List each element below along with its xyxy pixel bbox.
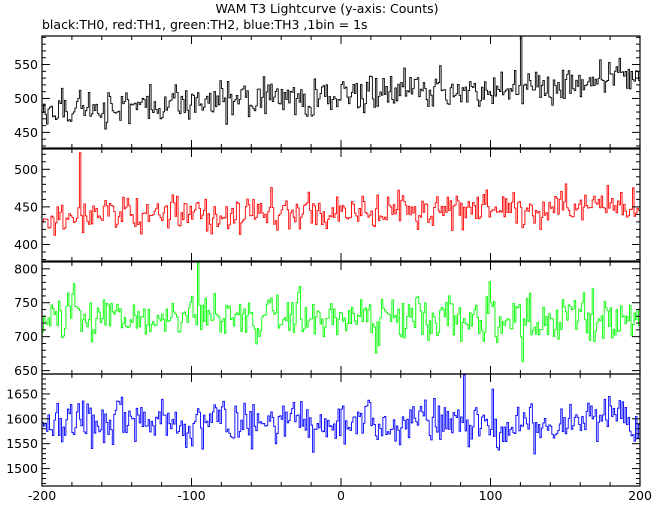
y-tick-label: 550 [14, 57, 38, 72]
panel-th0: 450 500 550 [14, 35, 641, 149]
series-line-th3 [42, 374, 640, 455]
x-tick-label: -200 [28, 488, 56, 503]
x-tick-label: 100 [479, 488, 503, 503]
y-tick-label: 800 [14, 261, 38, 276]
y-tick-label: 1600 [6, 411, 38, 426]
y-tick-label: 400 [14, 237, 38, 252]
panel-th3: 1500 1550 1600 1650 [6, 373, 641, 487]
y-tick-label: 750 [14, 295, 38, 310]
chart-title: WAM T3 Lightcurve (y-axis: Counts) [215, 1, 438, 16]
y-tick-label: 650 [14, 363, 38, 378]
panel-th2: 650 700 750 800 [14, 261, 641, 378]
y-tick-label: 450 [14, 125, 38, 140]
y-tick-label: 500 [14, 91, 38, 106]
series-line-th2 [42, 262, 640, 362]
y-tick-label: 1550 [6, 436, 38, 451]
y-tick-label: 700 [14, 329, 38, 344]
x-tick-label: -100 [177, 488, 205, 503]
x-tick-label: 0 [337, 488, 345, 503]
y-tick-label: 450 [14, 199, 38, 214]
panel-th1: 400 450 500 [14, 148, 641, 262]
y-tick-label: 500 [14, 162, 38, 177]
panels-group: 450 500 550 400 450 500 650 700 750 800 1500 1550 16… [6, 35, 652, 503]
series-line-th1 [42, 152, 640, 236]
x-tick-label: 200 [628, 488, 652, 503]
y-tick-label: 1500 [6, 461, 38, 476]
y-tick-label: 1650 [6, 386, 38, 401]
chart-subtitle: black:TH0, red:TH1, green:TH2, blue:TH3 … [42, 17, 368, 32]
series-line-th0 [42, 36, 640, 130]
